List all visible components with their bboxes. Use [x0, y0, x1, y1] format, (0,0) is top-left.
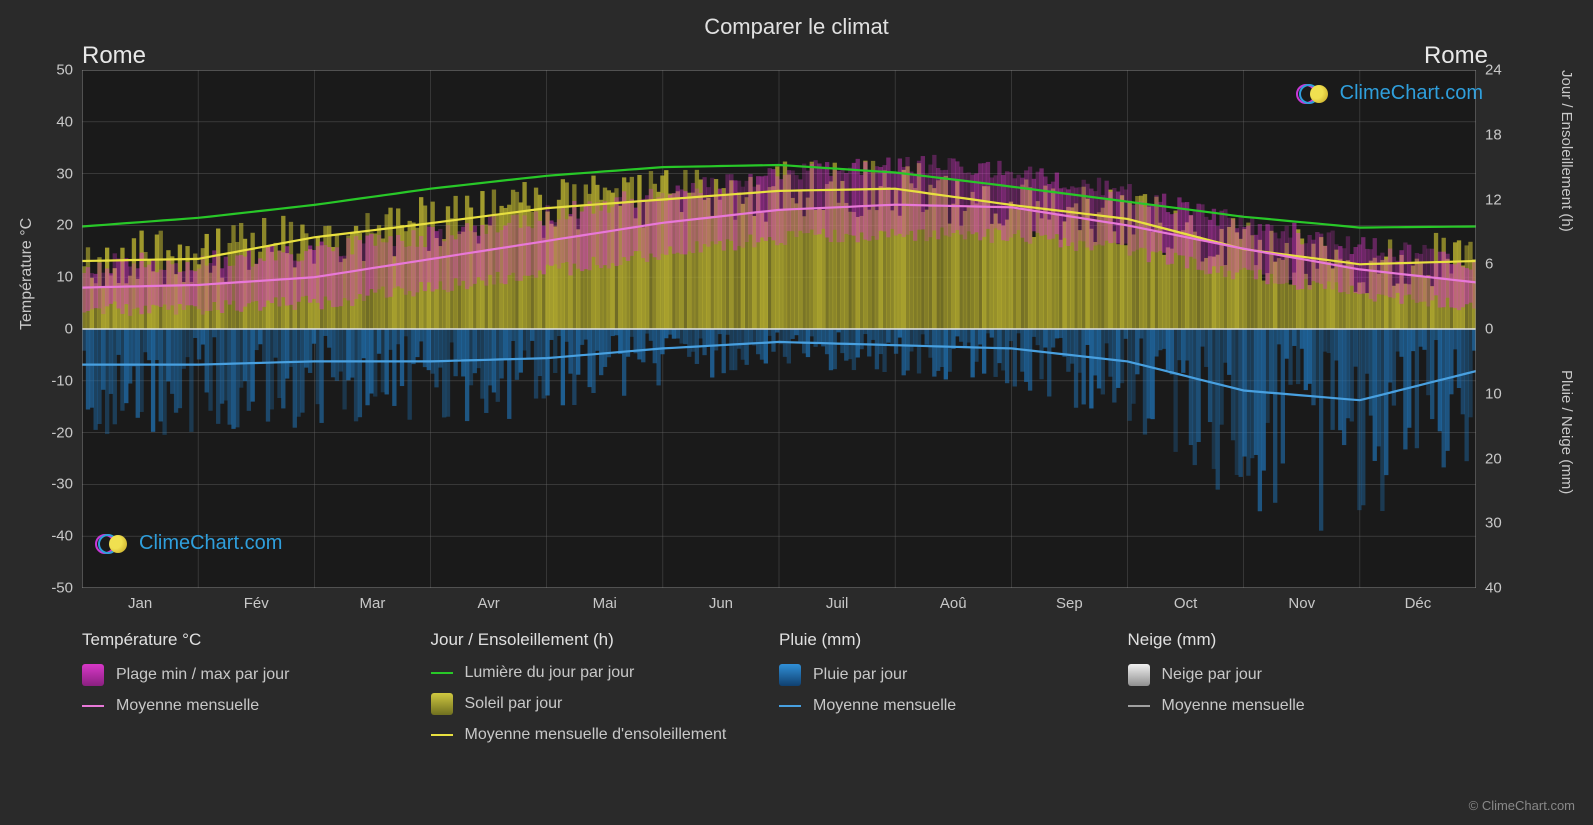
temp-avg-line-swatch [82, 705, 104, 707]
city-label-left: Rome [82, 42, 146, 70]
watermark-top-right: ClimeChart.com [1296, 82, 1483, 105]
legend-label: Plage min / max par jour [116, 666, 289, 684]
legend-item: Pluie par jour [779, 664, 1128, 686]
legend-label: Moyenne mensuelle [1162, 697, 1305, 715]
y-axis-right-top-label: Jour / Ensoleillement (h) [1558, 70, 1575, 232]
legend-label: Neige par jour [1162, 666, 1263, 684]
ytick-right: 6 [1485, 256, 1493, 273]
legend-label: Moyenne mensuelle [116, 697, 259, 715]
xtick-month: Mar [359, 595, 385, 612]
legend-header: Neige (mm) [1128, 630, 1477, 650]
watermark-text: ClimeChart.com [139, 532, 282, 555]
ytick-right: 20 [1485, 450, 1502, 467]
climate-chart-svg [82, 70, 1476, 588]
ytick-right: 18 [1485, 126, 1502, 143]
temp-range-swatch [82, 664, 104, 686]
logo-icon [1296, 83, 1334, 105]
snow-avg-swatch [1128, 705, 1150, 707]
copyright-text: © ClimeChart.com [1469, 798, 1575, 813]
ytick-left: 10 [33, 269, 73, 286]
ytick-right: 0 [1485, 321, 1493, 338]
y-axis-right-bottom-label: Pluie / Neige (mm) [1558, 370, 1575, 494]
legend-col-rain: Pluie (mm) Pluie par jour Moyenne mensue… [779, 630, 1128, 755]
daylight-line-swatch [431, 672, 453, 674]
ytick-right: 30 [1485, 515, 1502, 532]
xtick-month: Juil [826, 595, 849, 612]
rain-swatch [779, 664, 801, 686]
snow-swatch [1128, 664, 1150, 686]
legend-header: Température °C [82, 630, 431, 650]
legend: Température °C Plage min / max par jour … [82, 630, 1476, 755]
legend-header: Pluie (mm) [779, 630, 1128, 650]
ytick-left: -20 [33, 424, 73, 441]
watermark-bottom-left: ClimeChart.com [95, 532, 282, 555]
legend-item: Moyenne mensuelle [82, 697, 431, 715]
legend-header: Jour / Ensoleillement (h) [431, 630, 780, 650]
xtick-month: Nov [1288, 595, 1315, 612]
ytick-left: 40 [33, 113, 73, 130]
ytick-left: 0 [33, 321, 73, 338]
city-label-right: Rome [1424, 42, 1488, 70]
ytick-left: 30 [33, 165, 73, 182]
legend-label: Moyenne mensuelle d'ensoleillement [465, 726, 727, 744]
ytick-right: 10 [1485, 385, 1502, 402]
rain-avg-swatch [779, 705, 801, 707]
ytick-right: 12 [1485, 191, 1502, 208]
legend-item: Moyenne mensuelle d'ensoleillement [431, 726, 780, 744]
xtick-month: Aoû [940, 595, 967, 612]
chart-title: Comparer le climat [0, 0, 1593, 40]
legend-label: Soleil par jour [465, 695, 563, 713]
ytick-right: 24 [1485, 62, 1502, 79]
xtick-month: Oct [1174, 595, 1197, 612]
legend-label: Pluie par jour [813, 666, 907, 684]
ytick-left: -40 [33, 528, 73, 545]
xtick-month: Déc [1405, 595, 1432, 612]
legend-item: Plage min / max par jour [82, 664, 431, 686]
ytick-right: 40 [1485, 580, 1502, 597]
xtick-month: Mai [593, 595, 617, 612]
ytick-left: -50 [33, 580, 73, 597]
legend-label: Lumière du jour par jour [465, 664, 635, 682]
xtick-month: Avr [477, 595, 499, 612]
legend-item: Neige par jour [1128, 664, 1477, 686]
sunshine-swatch [431, 693, 453, 715]
logo-icon [95, 533, 133, 555]
ytick-left: -30 [33, 476, 73, 493]
legend-label: Moyenne mensuelle [813, 697, 956, 715]
legend-item: Moyenne mensuelle [779, 697, 1128, 715]
ytick-left: 50 [33, 62, 73, 79]
xtick-month: Jan [128, 595, 152, 612]
legend-col-temperature: Température °C Plage min / max par jour … [82, 630, 431, 755]
xtick-month: Jun [709, 595, 733, 612]
xtick-month: Sep [1056, 595, 1083, 612]
watermark-text: ClimeChart.com [1340, 82, 1483, 105]
sunshine-avg-swatch [431, 734, 453, 736]
legend-item: Soleil par jour [431, 693, 780, 715]
ytick-left: -10 [33, 372, 73, 389]
legend-col-daylight: Jour / Ensoleillement (h) Lumière du jou… [431, 630, 780, 755]
legend-col-snow: Neige (mm) Neige par jour Moyenne mensue… [1128, 630, 1477, 755]
legend-item: Lumière du jour par jour [431, 664, 780, 682]
xtick-month: Fév [244, 595, 269, 612]
ytick-left: 20 [33, 217, 73, 234]
chart-plot-area [82, 70, 1476, 588]
legend-item: Moyenne mensuelle [1128, 697, 1477, 715]
